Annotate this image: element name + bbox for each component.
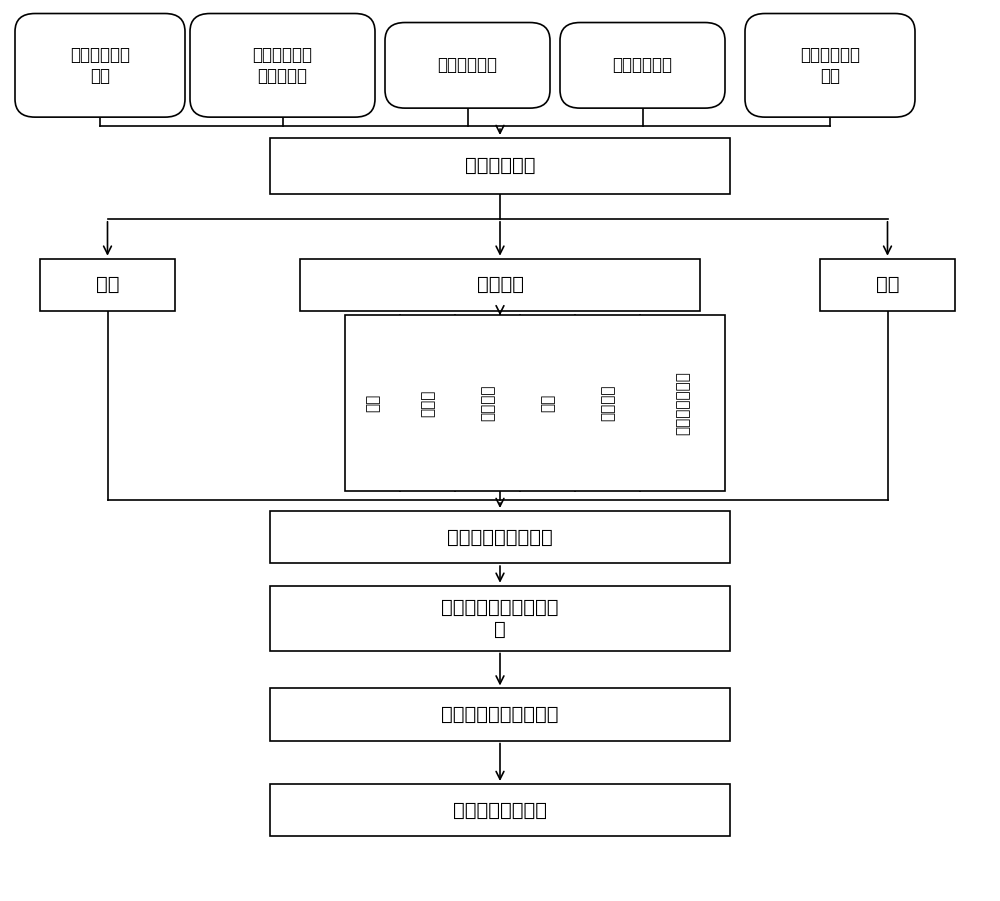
Text: 计算区域出流过程: 计算区域出流过程 [453,800,547,820]
Text: 城市数字高程
数据: 城市数字高程 数据 [70,46,130,85]
Text: 不透水面: 不透水面 [480,385,495,422]
FancyBboxPatch shape [745,14,915,117]
Text: 计算区域管网汇流过程: 计算区域管网汇流过程 [441,705,559,724]
FancyBboxPatch shape [560,23,725,108]
FancyBboxPatch shape [270,784,730,836]
Text: 道路: 道路 [540,394,555,413]
FancyBboxPatch shape [820,259,955,311]
Text: 湿地: 湿地 [876,275,899,295]
Text: 汇水片区: 汇水片区 [477,275,524,295]
Text: 城市下垫面空
间分布数据: 城市下垫面空 间分布数据 [252,46,312,85]
FancyBboxPatch shape [40,259,175,311]
Text: 计算单元划分: 计算单元划分 [465,156,535,176]
FancyBboxPatch shape [270,511,730,563]
FancyBboxPatch shape [385,23,550,108]
FancyBboxPatch shape [270,688,730,741]
FancyBboxPatch shape [345,315,725,491]
Text: 注地: 注地 [365,394,380,413]
FancyBboxPatch shape [190,14,375,117]
Text: 各计算单元产流计算: 各计算单元产流计算 [447,527,553,547]
Text: 小型湖泊: 小型湖泊 [600,385,615,422]
Text: 湖泊: 湖泊 [96,275,119,295]
Text: 透水面: 透水面 [420,389,435,417]
Text: 低影响开发措施: 低影响开发措施 [675,371,690,435]
Text: 城市主要管网
数据: 城市主要管网 数据 [800,46,860,85]
Text: 城市区域规划: 城市区域规划 [612,57,672,74]
FancyBboxPatch shape [300,259,700,311]
FancyBboxPatch shape [270,586,730,651]
FancyBboxPatch shape [15,14,185,117]
Text: 城市降雨数据: 城市降雨数据 [438,57,498,74]
Text: 各计算单元地表汇流过
程: 各计算单元地表汇流过 程 [441,597,559,639]
FancyBboxPatch shape [270,138,730,194]
